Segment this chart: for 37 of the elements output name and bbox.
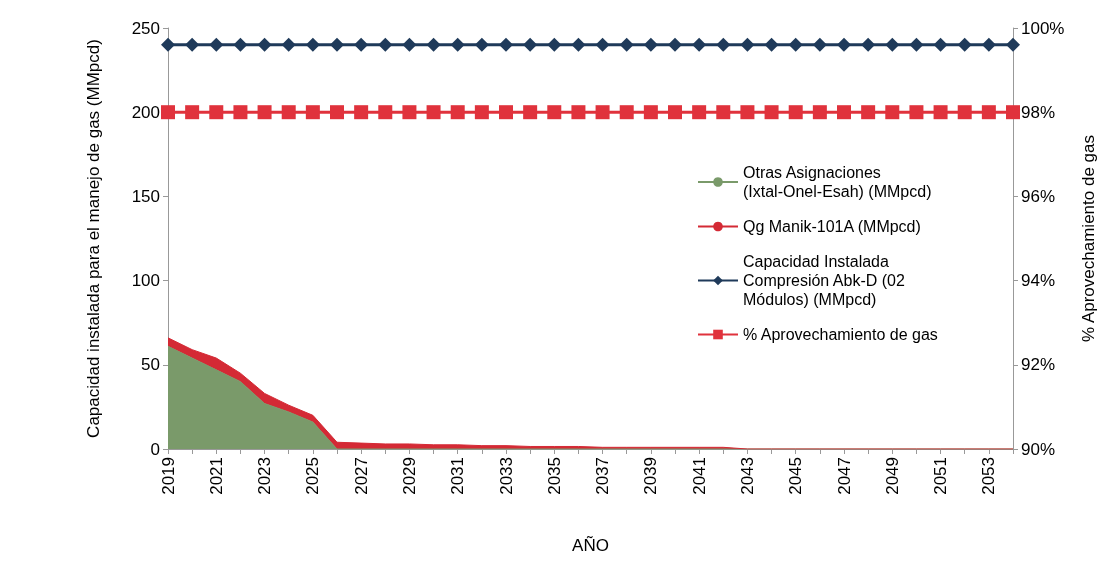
x-tick-label: 2051	[931, 457, 951, 495]
x-tick-label: 2029	[399, 457, 419, 495]
x-tick-label: 2041	[689, 457, 709, 495]
y-tick-label: 250	[131, 18, 160, 38]
y-tick-label: 0	[150, 439, 160, 459]
x-axis-title: AÑO	[572, 536, 609, 555]
x-tick-label: 2023	[255, 457, 275, 495]
y-tick-label: 50	[141, 355, 160, 375]
x-tick-label: 2031	[448, 457, 468, 495]
y2-tick-label: 94%	[1021, 271, 1056, 291]
y2-tick-label: 92%	[1021, 355, 1056, 375]
x-tick-label: 2035	[544, 457, 564, 495]
y-axis-title: Capacidad instalada para el manejo de gas (MMpcd)	[83, 39, 103, 438]
x-tick-label: 2027	[351, 457, 371, 495]
y2-axis-title: % Aprovechamiento de gas	[1078, 135, 1098, 342]
legend-label: Qg Manik-101A (MMpcd)	[743, 218, 921, 235]
x-tick-label: 2019	[158, 457, 178, 495]
x-tick-label: 2043	[737, 457, 757, 495]
x-tick-label: 2039	[641, 457, 661, 495]
y-tick-label: 100	[131, 271, 160, 291]
y-tick-label: 200	[131, 102, 160, 122]
legend-label: Capacidad Instalada Compresión Abk-D (02 Módulos) (MMpcd)	[743, 253, 910, 308]
y2-tick-label: 96%	[1021, 186, 1056, 206]
x-tick-label: 2049	[882, 457, 902, 495]
x-tick-label: 2047	[834, 457, 854, 495]
y2-tick-label: 100%	[1021, 18, 1065, 38]
y2-tick-label: 98%	[1021, 102, 1056, 122]
x-tick-label: 2045	[786, 457, 806, 495]
x-tick-label: 2021	[206, 457, 226, 495]
x-tick-label: 2053	[979, 457, 999, 495]
x-tick-label: 2033	[496, 457, 516, 495]
y-tick-label: 150	[131, 186, 160, 206]
legend-label: Otras Asignaciones (Ixtal-Onel-Esah) (MMpcd)	[743, 164, 932, 200]
y2-tick-label: 90%	[1021, 439, 1056, 459]
legend-label: % Aprovechamiento de gas	[743, 326, 938, 343]
x-tick-label: 2037	[593, 457, 613, 495]
x-tick-label: 2025	[303, 457, 323, 495]
